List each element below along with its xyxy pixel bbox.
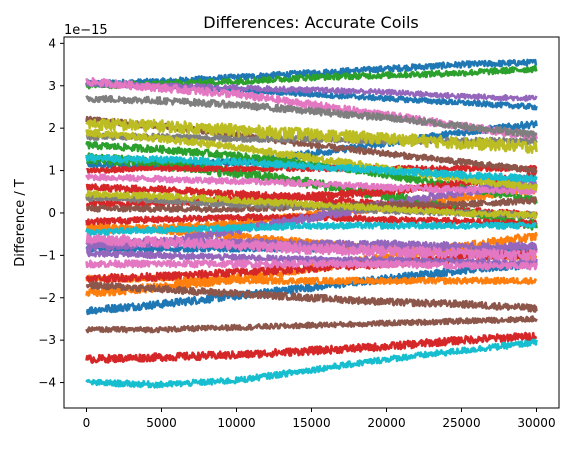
series-line-12 bbox=[85, 331, 538, 364]
series-line-28 bbox=[85, 259, 538, 271]
plot-area bbox=[85, 58, 538, 389]
series-line-33 bbox=[85, 117, 538, 154]
series-line-8 bbox=[85, 274, 538, 286]
series-line-21 bbox=[85, 249, 538, 266]
y-tick-label: 2 bbox=[48, 121, 56, 135]
series-line-36 bbox=[85, 338, 538, 389]
series-line-27 bbox=[85, 232, 538, 262]
y-tick-label: −4 bbox=[38, 376, 56, 390]
chart-title: Differences: Accurate Coils bbox=[203, 13, 418, 32]
series-line-19 bbox=[85, 178, 538, 253]
series-line-35 bbox=[85, 189, 538, 220]
y-tick-label: 4 bbox=[48, 36, 56, 50]
x-tick-label: 20000 bbox=[367, 416, 405, 430]
y-tick-label: −2 bbox=[38, 291, 56, 305]
series-line-38 bbox=[85, 221, 538, 236]
series-line-22 bbox=[85, 315, 538, 334]
x-tick-label: 30000 bbox=[517, 416, 555, 430]
x-tick-label: 25000 bbox=[442, 416, 480, 430]
y-tick-label: 1 bbox=[48, 164, 56, 178]
series-line-29 bbox=[85, 172, 538, 196]
series-line-13 bbox=[85, 248, 538, 284]
y-axis-label: Difference / T bbox=[13, 179, 28, 267]
series-line-23 bbox=[85, 280, 538, 313]
axes-layer: 0 5000 10000 15000 20000 25000 30000 −4 −3 −2 −1 0 1… bbox=[38, 36, 560, 430]
x-tick-label: 0 bbox=[83, 416, 91, 430]
series-line-37 bbox=[85, 153, 538, 183]
y-tick-label: −3 bbox=[38, 333, 56, 347]
y-tick-label: 0 bbox=[48, 206, 56, 220]
y-tick-label: 3 bbox=[48, 79, 56, 93]
x-tick-label: 10000 bbox=[217, 416, 255, 430]
series-line-30 bbox=[85, 94, 538, 139]
x-tick-label: 15000 bbox=[292, 416, 330, 430]
series-line-26 bbox=[85, 76, 538, 142]
x-tick-label: 5000 bbox=[146, 416, 177, 430]
series-group bbox=[85, 58, 538, 389]
series-line-0 bbox=[85, 58, 538, 87]
y-offset-label: 1e−15 bbox=[64, 23, 108, 38]
y-tick-label: −1 bbox=[38, 248, 56, 262]
